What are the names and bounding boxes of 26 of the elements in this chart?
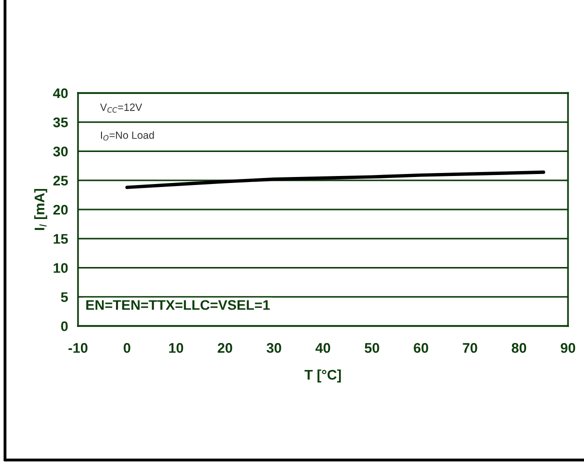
annotation: V$_{CC}$=12V	[100, 104, 142, 113]
line-series	[125, 170, 546, 190]
y-axis-title: I$_{I}$ [mA]	[34, 188, 48, 230]
y-tick-label: 20	[53, 204, 68, 215]
y-tick-label: 10	[54, 263, 68, 273]
x-tick-label: 70	[462, 343, 478, 353]
x-axis-title: T [°C]	[304, 370, 341, 382]
x-tick-label: 10	[169, 343, 184, 353]
x-tick-label: -10	[68, 343, 88, 353]
y-tick-label: 25	[53, 176, 68, 186]
x-tick-label: 40	[315, 343, 330, 353]
y-tick-label: 0	[61, 321, 68, 332]
y-tick-label: 35	[53, 117, 68, 128]
annotation: I$_{O}$=No Load	[101, 131, 154, 141]
x-tick-label: 90	[560, 343, 576, 353]
x-tick-label: 30	[266, 343, 282, 353]
x-tick-label: 80	[512, 343, 526, 353]
y-tick-label: 40	[53, 88, 68, 98]
y-tick-label: 5	[60, 292, 68, 302]
x-tick-label: 60	[414, 343, 428, 353]
x-tick-label: 50	[364, 343, 380, 353]
y-tick-label: 30	[53, 146, 68, 156]
x-tick-label: 20	[218, 343, 232, 353]
y-tick-label: 15	[54, 234, 68, 244]
annotation: EN=TEN=TTX=LLC=VSEL=1	[86, 300, 270, 310]
x-tick-label: 0	[124, 343, 130, 353]
